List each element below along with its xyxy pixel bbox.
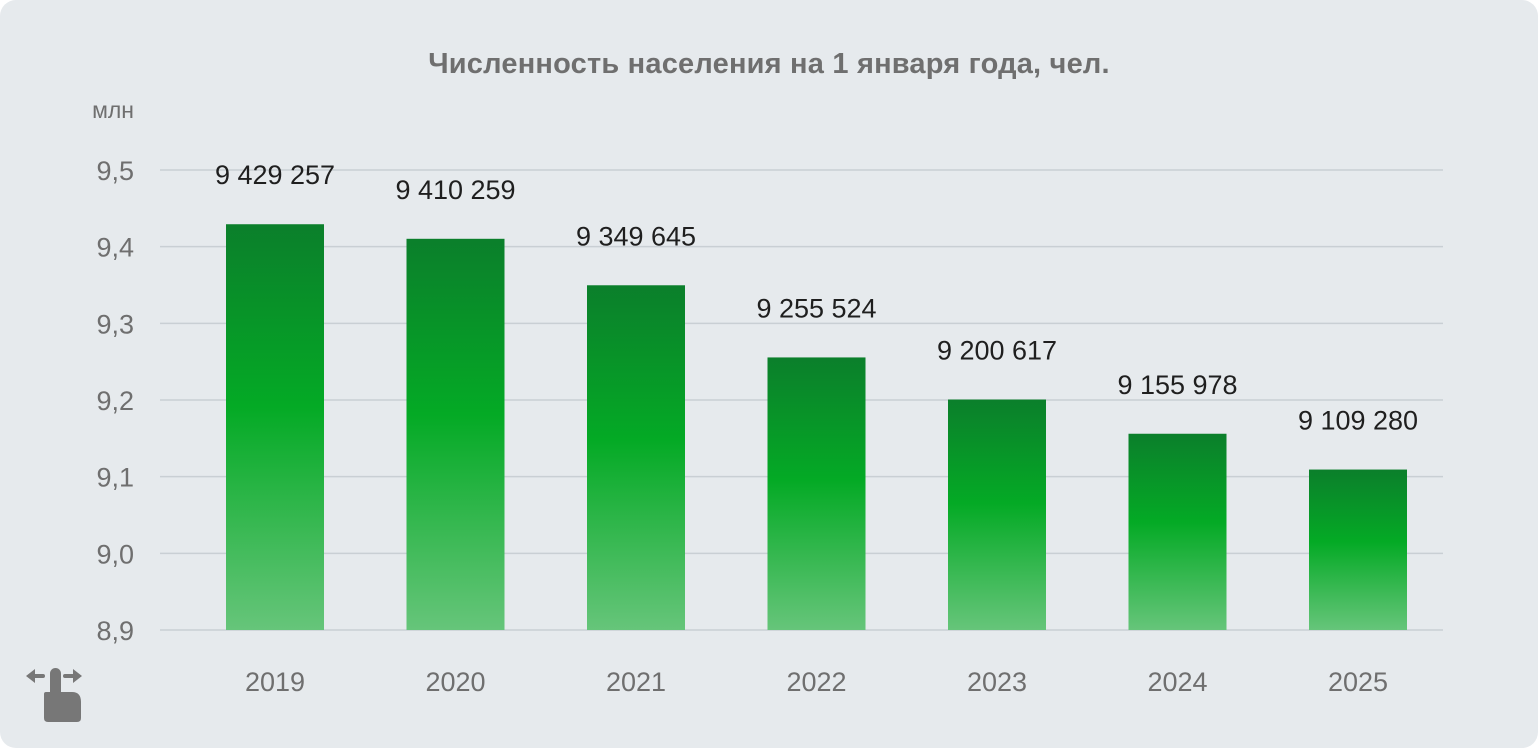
y-tick-label: 9,2 (96, 386, 134, 416)
y-axis-ticks: 8,9 9,0 9,1 9,2 9,3 9,4 9,5 (96, 156, 134, 646)
x-tick-label: 2024 (1147, 667, 1207, 697)
bar-2020 (406, 238, 505, 630)
chart-title: Численность населения на 1 января года, … (428, 48, 1110, 80)
y-axis-unit-label: млн (92, 97, 134, 123)
y-tick-label: 9,5 (96, 156, 134, 186)
x-tick-label: 2025 (1328, 667, 1388, 697)
x-tick-label: 2022 (786, 667, 846, 697)
data-label: 9 255 524 (756, 293, 876, 323)
y-tick-label: 9,3 (96, 309, 134, 339)
bar-2024 (1128, 433, 1227, 630)
x-tick-label: 2019 (245, 667, 305, 697)
data-label: 9 200 617 (937, 336, 1057, 366)
y-tick-label: 9,0 (96, 539, 134, 569)
data-label: 9 410 259 (395, 175, 515, 205)
data-label: 9 349 645 (576, 221, 696, 251)
y-tick-label: 9,4 (96, 233, 134, 263)
bar-2025 (1309, 469, 1407, 630)
bar-2023 (948, 399, 1046, 630)
x-tick-label: 2021 (606, 667, 666, 697)
bar-2022 (767, 357, 866, 630)
data-label: 9 109 280 (1298, 406, 1418, 436)
swipe-hand-icon (26, 668, 82, 722)
x-tick-label: 2020 (425, 667, 485, 697)
y-tick-label: 8,9 (96, 616, 134, 646)
y-tick-label: 9,1 (96, 463, 134, 493)
value-labels: 9 429 257 9 410 259 9 349 645 9 255 524 9 20… (215, 160, 1418, 435)
data-label: 9 155 978 (1117, 370, 1237, 400)
x-tick-label: 2023 (967, 667, 1027, 697)
bars (226, 224, 1407, 630)
x-axis-categories: 2019 2020 2021 2022 2023 2024 2025 (245, 667, 1388, 697)
bar-2019 (226, 224, 324, 630)
data-label: 9 429 257 (215, 160, 335, 190)
bar-2021 (587, 285, 685, 630)
